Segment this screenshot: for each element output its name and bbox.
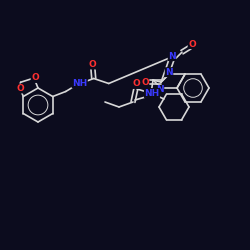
Text: O: O bbox=[141, 78, 149, 87]
Text: O: O bbox=[132, 80, 140, 88]
Text: O: O bbox=[16, 84, 24, 93]
Text: O: O bbox=[31, 74, 39, 82]
Text: N: N bbox=[168, 52, 176, 61]
Text: N: N bbox=[165, 68, 173, 77]
Text: N: N bbox=[156, 86, 164, 94]
Text: O: O bbox=[89, 60, 96, 69]
Text: O: O bbox=[188, 40, 196, 49]
Text: NH: NH bbox=[72, 79, 87, 88]
Text: S: S bbox=[148, 90, 154, 98]
Text: NH: NH bbox=[144, 88, 160, 98]
